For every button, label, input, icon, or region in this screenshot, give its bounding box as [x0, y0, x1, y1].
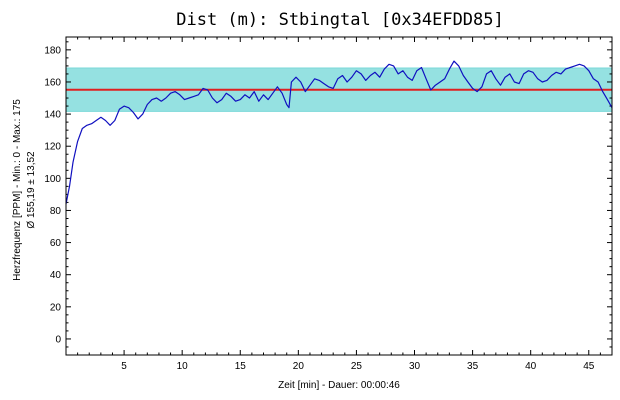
- y-tick-label: 60: [50, 238, 62, 249]
- x-tick-label: 20: [293, 361, 305, 372]
- y-tick-label: 160: [44, 77, 61, 88]
- x-tick-label: 25: [351, 361, 363, 372]
- x-axis-label: Zeit [min] - Dauer: 00:00:46: [278, 380, 400, 391]
- x-tick-label: 40: [525, 361, 537, 372]
- y-tick-label: 180: [44, 45, 61, 56]
- x-tick-label: 5: [121, 361, 127, 372]
- y-axis-stats-label: Ø 155,19 ± 13,52: [26, 151, 37, 229]
- plot-frame: [65, 36, 613, 356]
- y-tick-label: 0: [55, 334, 61, 345]
- y-tick-label: 20: [50, 302, 62, 313]
- x-tick-label: 15: [235, 361, 247, 372]
- y-tick-label: 140: [44, 110, 61, 121]
- chart-title: Dist (m): Stbingtal [0x34EFDD85]: [176, 10, 504, 30]
- y-axis-label: Herzfrequenz [PPM] - Min.: 0 - Max.: 175: [12, 99, 23, 281]
- x-tick-label: 45: [583, 361, 595, 372]
- x-tick-label: 35: [467, 361, 479, 372]
- x-tick-label: 10: [177, 361, 189, 372]
- y-tick-label: 100: [44, 174, 61, 185]
- y-tick-label: 40: [50, 270, 62, 281]
- y-tick-label: 80: [50, 206, 62, 217]
- heart-rate-series-line: [65, 60, 613, 205]
- y-tick-label: 120: [44, 142, 61, 153]
- x-tick-label: 30: [409, 361, 421, 372]
